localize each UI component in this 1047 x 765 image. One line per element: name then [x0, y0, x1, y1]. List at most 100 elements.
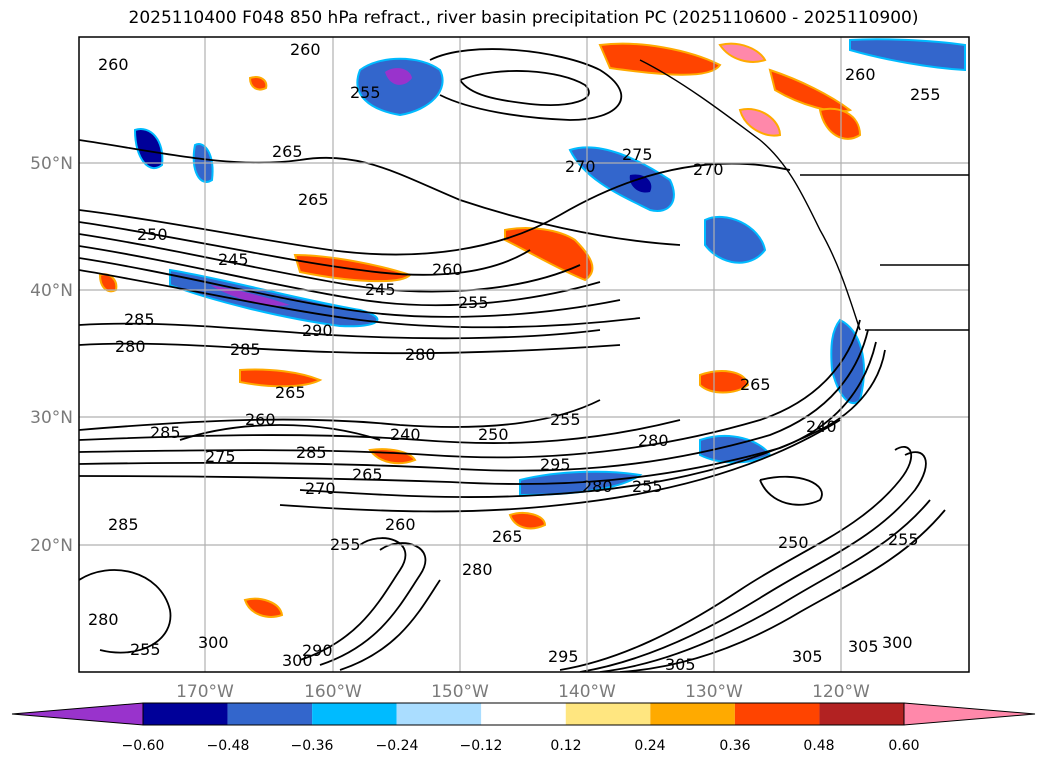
contour-label: 275 [622, 145, 653, 164]
contour-label: 260 [98, 55, 129, 74]
contour-label: 280 [462, 560, 493, 579]
contour-label: 300 [282, 651, 313, 670]
pos-anomaly-patch [508, 512, 547, 530]
pos-anomaly-patch [738, 108, 782, 137]
precip-shading [98, 38, 966, 618]
contour-label: 280 [88, 610, 119, 629]
contour-label: 280 [582, 477, 613, 496]
map-title: 2025110400 F048 850 hPa refract., river … [128, 8, 919, 28]
contour-label: 250 [478, 425, 509, 444]
contour-label: 265 [298, 190, 329, 209]
lat-label-30n: 30°N [30, 408, 73, 428]
contour-label: 295 [540, 455, 571, 474]
pos-anomaly-patch [504, 227, 594, 282]
contour-label: 305 [665, 655, 696, 674]
contour-label: 305 [792, 647, 823, 666]
neg-anomaly-patch [133, 128, 164, 170]
colorbar-tick: −0.48 [207, 738, 250, 754]
coastline [639, 59, 969, 331]
contour-label: 270 [305, 479, 336, 498]
pos-anomaly-patch [248, 76, 268, 91]
contour-label: 260 [845, 65, 876, 84]
lat-label-50n: 50°N [30, 154, 73, 174]
contour-label: 285 [124, 310, 155, 329]
contour-label: 245 [365, 280, 396, 299]
lon-label-170w: 170°W [176, 682, 234, 702]
contour-label: 270 [693, 160, 724, 179]
graticule [79, 37, 969, 672]
contour-label: 260 [245, 410, 276, 429]
contour-label: 280 [405, 345, 436, 364]
contour-label: 255 [910, 85, 941, 104]
colorbar-segment [734, 703, 820, 725]
contour-label: 260 [290, 40, 321, 59]
contour-label: 275 [205, 447, 236, 466]
contour-label: 280 [115, 337, 146, 356]
colorbar-tick: 0.24 [634, 738, 665, 754]
contour-lines [79, 48, 946, 672]
colorbar-tick-labels: −0.60 −0.48 −0.36 −0.24 −0.12 0.12 0.24 … [122, 738, 920, 754]
contour-label: 285 [230, 340, 261, 359]
contour-label: 240 [390, 425, 421, 444]
latitude-labels: 50°N 40°N 30°N 20°N [30, 154, 73, 556]
contour-label: 285 [108, 515, 139, 534]
colorbar: −0.60 −0.48 −0.36 −0.24 −0.12 0.12 0.24 … [11, 702, 1036, 754]
lon-label-160w: 160°W [304, 682, 362, 702]
colorbar-segments [143, 703, 904, 725]
colorbar-segment [396, 703, 482, 725]
colorbar-high-extend [903, 702, 1036, 726]
lat-label-20n: 20°N [30, 536, 73, 556]
pos-anomaly-patch [818, 107, 862, 140]
contour-label: 295 [548, 647, 579, 666]
colorbar-tick: 0.48 [803, 738, 834, 754]
neg-anomaly-patch [704, 215, 767, 264]
contour-label: 290 [302, 321, 333, 340]
longitude-labels: 170°W 160°W 150°W 140°W 130°W 120°W [176, 682, 870, 702]
contour-label-group: 260 260 265 265 270 275 270 260 255 255 … [88, 40, 941, 674]
colorbar-segment [312, 703, 397, 725]
map-area [79, 37, 969, 672]
contour-label: 290 [302, 641, 333, 660]
lon-label-140w: 140°W [558, 682, 616, 702]
pos-anomaly-patch [243, 597, 284, 618]
colorbar-segment [819, 703, 904, 725]
colorbar-segment [227, 703, 313, 725]
lon-label-130w: 130°W [685, 682, 743, 702]
colorbar-outline [142, 702, 905, 726]
pos-anomaly-patch [239, 368, 323, 388]
colorbar-segment [565, 703, 651, 725]
contour-label: 265 [352, 465, 383, 484]
contour-label: 270 [565, 157, 596, 176]
contour-label: 260 [385, 515, 416, 534]
contour-label: 305 [848, 637, 879, 656]
neg-anomaly-patch [356, 57, 444, 117]
colorbar-tick: −0.60 [122, 738, 165, 754]
colorbar-tick: −0.36 [291, 738, 334, 754]
contour-label: 255 [632, 477, 663, 496]
neg-anomaly-patch [629, 174, 652, 193]
contour-label: 285 [150, 423, 181, 442]
lon-label-150w: 150°W [431, 682, 489, 702]
contour-label: 250 [778, 533, 809, 552]
lon-label-120w: 120°W [812, 682, 870, 702]
contour-label: 250 [137, 225, 168, 244]
pos-anomaly-patch [718, 42, 767, 63]
colorbar-tick: 0.12 [550, 738, 581, 754]
contour-label: 265 [272, 142, 303, 161]
pos-anomaly-patch [699, 370, 750, 394]
contour-label: 255 [458, 293, 489, 312]
colorbar-segment [481, 703, 566, 725]
contour-label: 265 [275, 383, 306, 402]
colorbar-tick: 0.60 [888, 738, 919, 754]
contour-label: 240 [806, 417, 837, 436]
contour-label: 245 [218, 250, 249, 269]
contour-label: 285 [296, 443, 327, 462]
contour-label: 255 [888, 530, 919, 549]
colorbar-segment [143, 703, 228, 725]
pos-anomaly-patch [598, 42, 722, 76]
neg-anomaly-patch [849, 38, 966, 72]
contour-label: 255 [350, 83, 381, 102]
contour-label: 255 [130, 640, 161, 659]
colorbar-segment [650, 703, 735, 725]
